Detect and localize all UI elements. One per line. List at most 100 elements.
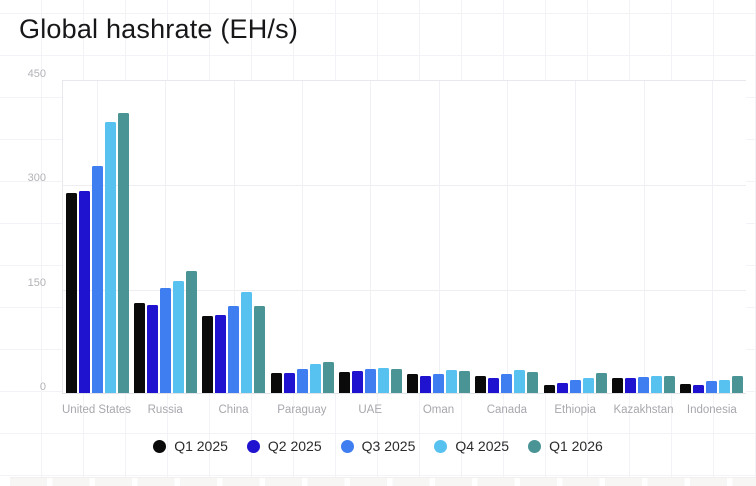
bar[interactable] xyxy=(420,376,432,393)
bar-group xyxy=(541,373,609,393)
bar[interactable] xyxy=(309,364,321,393)
legend-item[interactable]: Q3 2025 xyxy=(340,438,416,454)
bar[interactable] xyxy=(693,385,705,393)
legend-label: Q2 2025 xyxy=(267,438,322,454)
bar[interactable] xyxy=(270,373,282,393)
bar[interactable] xyxy=(595,373,607,393)
bar[interactable] xyxy=(322,362,334,393)
legend-item[interactable]: Q1 2025 xyxy=(153,438,228,454)
bar[interactable] xyxy=(117,113,129,393)
y-tick-label: 300 xyxy=(27,172,46,185)
bar[interactable] xyxy=(133,303,145,393)
vertical-gridline xyxy=(370,81,372,393)
bar[interactable] xyxy=(377,368,389,393)
bar[interactable] xyxy=(719,380,731,393)
bar[interactable] xyxy=(638,377,650,393)
legend-dot-icon xyxy=(434,439,448,453)
bar[interactable] xyxy=(338,372,350,393)
vertical-gridline xyxy=(302,81,304,393)
y-tick-label: 0 xyxy=(39,381,46,393)
bar[interactable] xyxy=(146,305,158,393)
legend-label: Q1 2025 xyxy=(174,438,228,454)
category-column xyxy=(63,81,131,393)
page-title: Global hashrate (EH/s) xyxy=(19,14,299,44)
legend-item[interactable]: Q4 2025 xyxy=(434,438,509,454)
x-tick-label: Indonesia xyxy=(686,404,737,416)
bar[interactable] xyxy=(582,378,594,393)
bar[interactable] xyxy=(625,378,637,393)
legend-label: Q1 2026 xyxy=(549,438,603,454)
bar-group xyxy=(473,370,541,393)
bar[interactable] xyxy=(706,381,718,393)
bar[interactable] xyxy=(283,373,295,393)
vertical-gridline xyxy=(233,81,235,393)
horizontal-gridline xyxy=(63,289,746,291)
bar[interactable] xyxy=(202,316,214,393)
legend-item[interactable]: Q1 2026 xyxy=(528,438,603,454)
bar[interactable] xyxy=(501,374,513,393)
bar-group xyxy=(609,376,677,393)
bar-group xyxy=(268,362,336,393)
x-axis: United States Russia China Paraguay UAE Oman C… xyxy=(62,404,746,416)
horizontal-gridline xyxy=(63,185,746,187)
bar[interactable] xyxy=(433,374,445,393)
bar[interactable] xyxy=(185,271,197,393)
bar[interactable] xyxy=(364,369,376,393)
x-tick-label: Kazakhstan xyxy=(613,404,674,416)
bar-group xyxy=(131,271,199,393)
y-tick-label: 150 xyxy=(27,276,46,289)
legend-label: Q3 2025 xyxy=(361,438,416,454)
x-tick-label: Canada xyxy=(486,404,527,416)
bar[interactable] xyxy=(527,372,539,393)
bar[interactable] xyxy=(488,378,500,393)
bar[interactable] xyxy=(296,369,308,393)
legend-dot-icon xyxy=(246,439,260,453)
x-tick-label: China xyxy=(218,404,249,416)
vertical-gridline xyxy=(165,81,167,393)
bar[interactable] xyxy=(104,122,116,393)
bar[interactable] xyxy=(172,281,184,393)
bar[interactable] xyxy=(446,370,458,393)
bar[interactable] xyxy=(91,166,103,393)
category-column xyxy=(200,81,268,393)
bar[interactable] xyxy=(651,376,663,393)
vertical-gridline xyxy=(643,81,645,393)
bar-group xyxy=(404,370,472,393)
bar[interactable] xyxy=(612,378,624,393)
bar[interactable] xyxy=(680,384,692,393)
bar[interactable] xyxy=(65,193,77,393)
bar[interactable] xyxy=(228,306,240,393)
bar-group xyxy=(336,368,404,393)
y-axis: 450 300 150 0 xyxy=(0,68,46,393)
bar[interactable] xyxy=(543,385,555,393)
x-tick-label: Oman xyxy=(422,404,455,416)
bar[interactable] xyxy=(78,191,90,393)
bar-group xyxy=(63,113,131,393)
legend-label: Q4 2025 xyxy=(455,438,510,454)
bar[interactable] xyxy=(254,306,266,393)
bar-group xyxy=(200,292,268,393)
bar[interactable] xyxy=(241,292,253,393)
bar[interactable] xyxy=(407,374,419,393)
bar[interactable] xyxy=(351,371,363,393)
bar[interactable] xyxy=(215,315,227,393)
category-column xyxy=(131,81,199,393)
bar[interactable] xyxy=(459,371,471,393)
legend-dot-icon xyxy=(153,439,167,453)
bar[interactable] xyxy=(514,370,526,393)
x-tick-label: Russia xyxy=(147,404,183,416)
table-ghost-row xyxy=(10,477,756,486)
bar[interactable] xyxy=(390,369,402,393)
vertical-gridline xyxy=(711,81,713,393)
x-tick-label: Paraguay xyxy=(277,404,327,416)
bar[interactable] xyxy=(159,288,171,393)
bar[interactable] xyxy=(664,376,676,393)
legend-item[interactable]: Q2 2025 xyxy=(246,438,322,454)
bar[interactable] xyxy=(569,380,581,393)
category-column xyxy=(473,81,541,393)
bar[interactable] xyxy=(556,383,568,393)
category-column xyxy=(268,81,336,393)
bar[interactable] xyxy=(732,376,744,393)
bar[interactable] xyxy=(475,376,487,393)
category-column xyxy=(609,81,677,393)
